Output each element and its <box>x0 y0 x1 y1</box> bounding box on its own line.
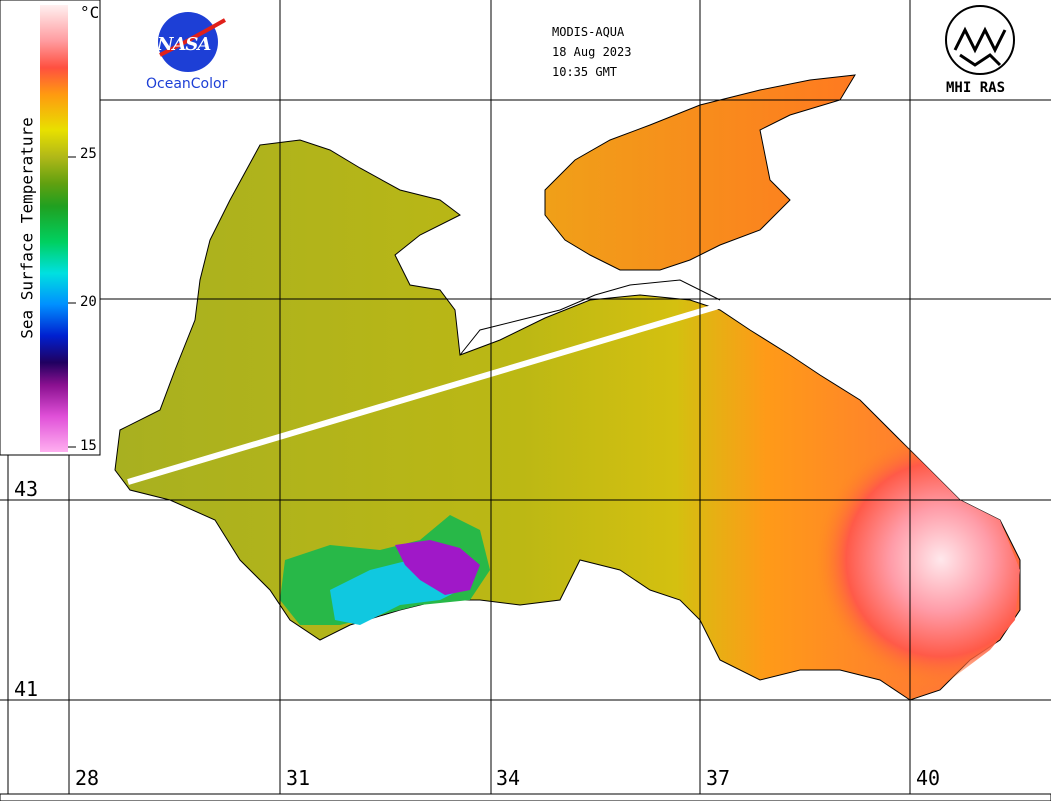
cold-eddy-purple <box>395 540 480 595</box>
colorbar-tick-20: 20 <box>80 294 97 310</box>
crimea-coast <box>459 279 721 356</box>
colorbar-tick-15: 15 <box>80 438 97 454</box>
lat-label-43: 43 <box>14 477 39 501</box>
lat-label-41: 41 <box>14 677 39 701</box>
colorbar-gradient <box>40 5 68 452</box>
lon-label-34: 34 <box>496 766 521 790</box>
lon-label-40: 40 <box>916 766 941 790</box>
lon-label-31: 31 <box>286 766 311 790</box>
colorbar-unit: °C <box>80 3 100 22</box>
colorbar-tick-25: 25 <box>80 146 97 162</box>
nasa-logo-text: NASA <box>157 34 211 55</box>
lon-label-37: 37 <box>706 766 731 790</box>
nasa-swoosh <box>159 18 226 57</box>
mhi-ras-label: MHI RAS <box>946 80 1006 96</box>
swath-gap <box>127 302 723 485</box>
date-label: 18 Aug 2023 <box>552 45 632 59</box>
bottom-scale <box>0 793 1051 801</box>
oceancolor-label: OceanColor <box>146 76 228 92</box>
colorbar-tick-marks <box>68 156 76 448</box>
eastern-hot-water <box>660 330 1020 700</box>
lon-label-28: 28 <box>75 766 100 790</box>
colorbar-title: Sea Surface Temperature <box>17 117 37 339</box>
time-label: 10:35 GMT <box>552 65 618 79</box>
sensor-label: MODIS-AQUA <box>552 25 625 39</box>
